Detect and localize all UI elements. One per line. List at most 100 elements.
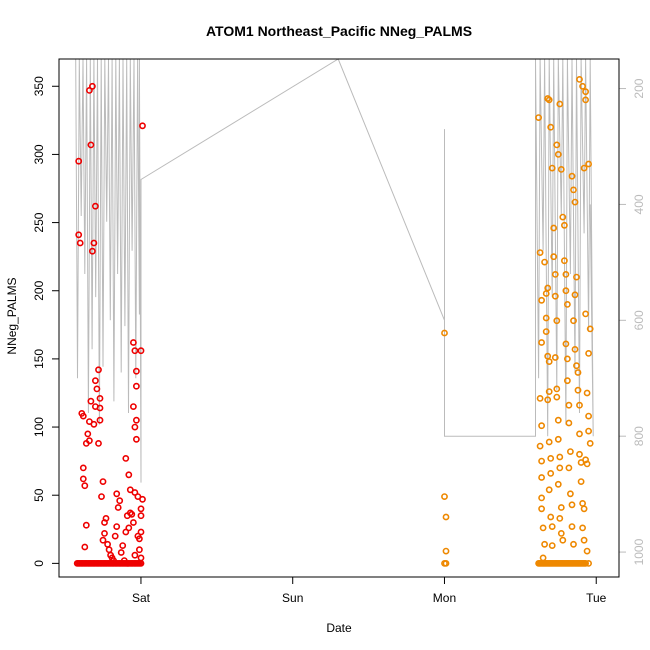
data-point-orange — [579, 499, 586, 507]
data-point-red — [96, 404, 104, 412]
data-point-orange — [557, 165, 565, 173]
data-point-orange — [556, 515, 564, 522]
y-tick-label: 150 — [32, 349, 46, 369]
data-point-orange — [562, 287, 570, 295]
data-point-orange — [553, 385, 561, 393]
data-point-orange — [551, 292, 559, 300]
data-point-red — [122, 454, 130, 462]
data-point-orange — [442, 513, 450, 521]
x-axis-label: Date — [326, 621, 352, 635]
data-point-red — [135, 546, 143, 554]
data-point-orange — [539, 554, 547, 562]
data-point-red — [92, 377, 99, 385]
data-point-orange — [577, 478, 585, 485]
data-point-red — [137, 347, 145, 355]
data-point-orange — [585, 160, 592, 168]
data-point-orange — [554, 480, 562, 488]
data-point-orange — [583, 460, 591, 468]
data-point-orange — [538, 505, 545, 513]
data-point-red — [116, 497, 124, 505]
data-point-red — [87, 141, 95, 149]
data-point-orange — [548, 164, 556, 172]
data-point-red — [129, 519, 137, 526]
data-point-orange — [553, 141, 561, 149]
y-tick-label: 100 — [32, 417, 46, 437]
y-tick-label: 0 — [32, 560, 46, 567]
data-point-red — [79, 475, 87, 483]
data-point-orange — [547, 123, 555, 131]
data-point-orange — [571, 291, 579, 299]
data-point-orange — [547, 513, 555, 521]
data-point-red — [139, 495, 146, 503]
data-point-orange — [562, 340, 570, 348]
data-point-orange — [585, 427, 592, 435]
data-point-orange — [565, 401, 573, 409]
data-point-orange — [441, 493, 448, 500]
data-point-red — [131, 347, 139, 355]
data-point-red — [135, 535, 143, 543]
data-point-orange — [544, 396, 552, 404]
data-point-orange — [556, 453, 564, 461]
data-point-orange — [541, 540, 548, 548]
data-point-red — [102, 515, 110, 522]
plot-frame — [58, 58, 620, 578]
data-point-orange — [570, 186, 577, 194]
data-point-orange — [568, 172, 576, 180]
data-point-red — [81, 543, 89, 551]
data-point-red — [82, 521, 90, 529]
data-point-orange — [442, 560, 450, 567]
data-point-red — [89, 82, 96, 90]
y2-tick-label: 600 — [632, 310, 646, 330]
data-point-red — [132, 416, 140, 424]
data-point-orange — [579, 82, 586, 90]
y2-tick-label: 1000 — [632, 538, 646, 565]
data-point-orange — [536, 394, 544, 402]
data-point-red — [132, 367, 140, 375]
data-point-orange — [539, 524, 547, 532]
data-point-orange — [542, 314, 550, 322]
data-point-orange — [548, 523, 556, 530]
data-point-orange — [557, 504, 565, 511]
data-point-red — [76, 239, 84, 247]
data-point-orange — [538, 339, 545, 346]
data-point-orange — [536, 442, 544, 450]
data-point-orange — [545, 486, 553, 494]
data-point-red — [132, 435, 140, 443]
data-point-orange — [541, 258, 548, 266]
data-point-orange — [535, 114, 542, 121]
data-point-orange — [556, 464, 564, 472]
data-point-red — [129, 339, 137, 346]
data-point-red — [95, 439, 102, 447]
data-point-orange — [545, 438, 553, 446]
data-point-red — [99, 536, 107, 544]
data-point-orange — [570, 540, 577, 548]
data-point-orange — [580, 505, 588, 513]
x-tick-label: Sat — [132, 591, 151, 605]
data-point-red — [96, 416, 104, 424]
data-point-red — [92, 202, 99, 210]
data-point-red — [139, 122, 146, 130]
data-point-orange — [548, 542, 556, 549]
data-point-red — [117, 549, 125, 556]
data-point-orange — [583, 389, 591, 397]
data-point-orange — [559, 536, 567, 544]
data-point-orange — [571, 345, 579, 353]
data-point-orange — [557, 530, 565, 537]
data-point-orange — [568, 501, 576, 509]
data-point-red — [131, 489, 139, 496]
data-point-orange — [580, 164, 588, 172]
data-point-orange — [568, 523, 576, 530]
data-point-orange — [562, 270, 570, 278]
x-tick-label: Mon — [433, 591, 456, 605]
data-point-red — [99, 478, 107, 485]
data-point-red — [90, 239, 98, 247]
data-point-red — [113, 490, 121, 498]
data-point-red — [128, 510, 136, 518]
data-point-orange — [576, 401, 583, 409]
data-point-red — [119, 542, 127, 549]
data-point-orange — [561, 221, 568, 229]
data-point-orange — [582, 560, 589, 567]
y-axis-label: NNeg_PALMS — [5, 277, 19, 354]
data-point-orange — [582, 96, 589, 104]
data-point-red — [125, 524, 133, 532]
